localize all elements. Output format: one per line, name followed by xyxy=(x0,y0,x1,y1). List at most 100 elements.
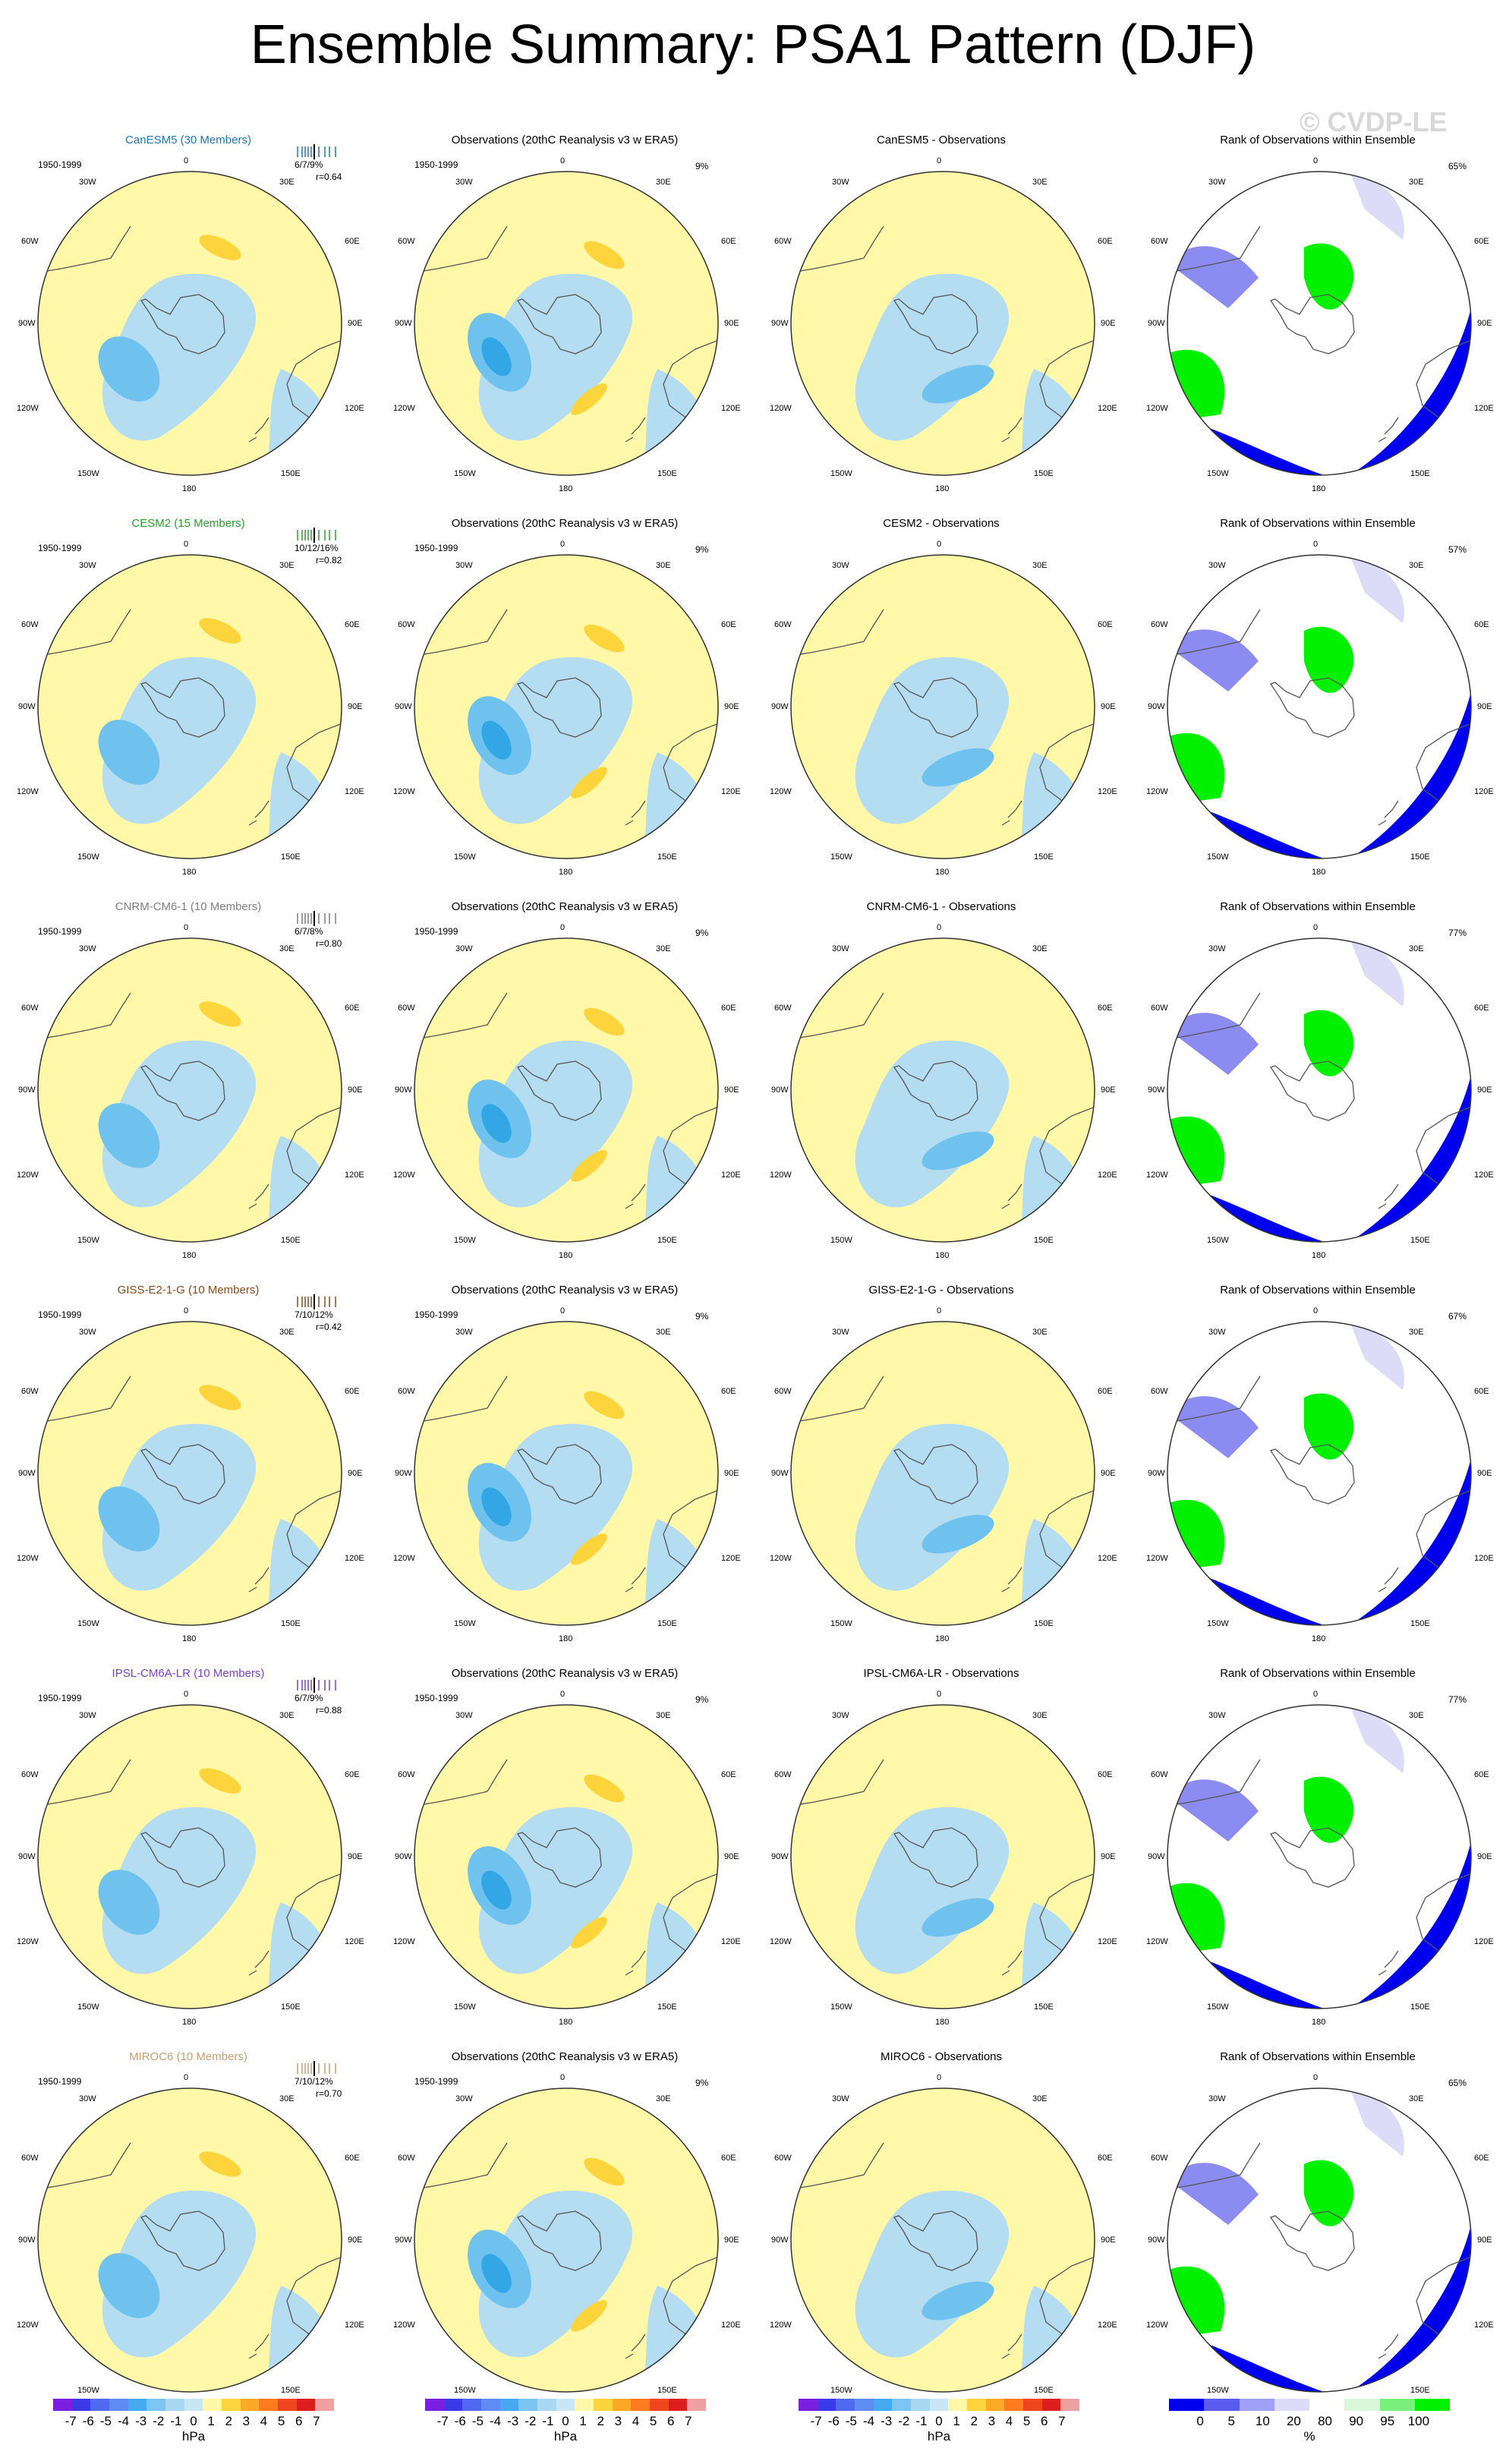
longitude-label-r3: 120E xyxy=(345,2321,364,2330)
period-label: 1950-1999 xyxy=(38,2076,82,2087)
rank-percent: 65% xyxy=(1448,2078,1467,2088)
longitude-label-br: 150E xyxy=(1034,1236,1054,1245)
panel-rank-row-5: Rank of Observations within Ensemble 77% 0… xyxy=(1130,1647,1506,2030)
longitude-label-l3: 120W xyxy=(770,1554,792,1563)
australia-coastline xyxy=(663,1871,718,1953)
map-boundary xyxy=(1167,1321,1472,1626)
high-pressure-center xyxy=(584,624,625,653)
map-boundary xyxy=(414,171,719,476)
new-zealand-coastline xyxy=(1001,1183,1022,1209)
longitude-label-r3: 120E xyxy=(721,1554,741,1563)
longitude-label-bl: 150W xyxy=(830,1236,852,1245)
longitude-label-r2: 90E xyxy=(1477,702,1492,711)
new-zealand-coastline xyxy=(1001,1567,1022,1593)
longitude-label-tl: 30W xyxy=(79,944,96,953)
south-america-coastline xyxy=(791,225,884,274)
longitude-label-br: 150E xyxy=(1410,1619,1430,1628)
longitude-label-br: 150E xyxy=(281,469,301,478)
longitude-label-tr: 30E xyxy=(1032,178,1048,187)
longitude-label-top: 0 xyxy=(1313,2073,1319,2082)
rank-mid-region xyxy=(1167,629,1259,692)
longitude-label-l2: 90W xyxy=(18,319,36,328)
longitude-label-top: 0 xyxy=(1313,1690,1319,1699)
colorbar-tick-label: 3 xyxy=(988,2414,996,2428)
longitude-label-l2: 90W xyxy=(771,319,789,328)
south-america-coastline xyxy=(791,2142,884,2191)
australia-coastline xyxy=(286,2254,342,2336)
antarctica-coastline xyxy=(516,1060,602,1121)
longitude-label-tr: 30E xyxy=(279,2094,295,2103)
australia-coastline xyxy=(1416,1104,1471,1186)
colorbar-swatch xyxy=(240,2399,260,2411)
longitude-label-l1: 60W xyxy=(1151,620,1168,629)
longitude-label-l1: 60W xyxy=(21,237,39,246)
longitude-label-tr: 30E xyxy=(656,1711,671,1720)
diff-map xyxy=(790,2087,1095,2393)
rank-green-region xyxy=(1304,1010,1354,1076)
new-zealand-coastline xyxy=(248,2333,269,2359)
low-pressure-core xyxy=(481,1487,512,1527)
longitude-label-br: 150E xyxy=(1410,1236,1430,1245)
longitude-label-tr: 30E xyxy=(1032,561,1048,570)
high-pressure-center xyxy=(584,1774,625,1803)
longitude-label-r3: 120E xyxy=(345,1937,364,1946)
new-zealand-coastline xyxy=(625,2333,646,2359)
longitude-label-l1: 60W xyxy=(774,620,792,629)
rank-green-region xyxy=(1304,243,1354,310)
colorbar-tick-label: 10 xyxy=(1255,2414,1270,2428)
ensemble-pct-stats: 10/12/16% xyxy=(295,543,339,553)
longitude-label-l1: 60W xyxy=(21,1004,39,1013)
new-zealand-coastline xyxy=(1378,2333,1399,2359)
rank-light-region xyxy=(1350,1705,1404,1773)
longitude-label-tl: 30W xyxy=(832,1328,849,1337)
south-america-coastline xyxy=(1167,2142,1261,2191)
longitude-label-l1: 60W xyxy=(1151,1004,1168,1013)
panel-diff-row-2: CESM2 - Observations 0 30E 30W 60E 60W 90E 90W 1… xyxy=(753,497,1130,880)
south-america-coastline xyxy=(791,609,884,657)
longitude-label-top: 0 xyxy=(560,1690,566,1699)
australia-coastline xyxy=(286,1104,342,1186)
new-zealand-coastline xyxy=(625,1183,646,1209)
longitude-label-bl: 150W xyxy=(1207,2002,1229,2012)
antarctica-coastline xyxy=(1269,1060,1355,1121)
high-pressure-center xyxy=(199,1768,241,1794)
panel-rank-row-6: Rank of Observations within Ensemble 65% 0… xyxy=(1130,2031,1506,2413)
rank-light-region xyxy=(1350,555,1404,623)
negative-anomaly-region xyxy=(855,657,1010,824)
colorbar-tick-label: 6 xyxy=(667,2414,675,2428)
colorbar-tick-label: -2 xyxy=(525,2414,537,2428)
colorbar-swatch xyxy=(612,2399,632,2411)
new-zealand-coastline xyxy=(625,1950,646,1976)
longitude-label-br: 150E xyxy=(1034,852,1054,862)
colorbar-swatch xyxy=(1414,2399,1450,2411)
map-boundary xyxy=(37,937,342,1243)
longitude-label-l3: 120W xyxy=(393,1937,415,1946)
longitude-label-br: 150E xyxy=(281,1236,301,1245)
longitude-label-l3: 120W xyxy=(393,787,415,796)
longitude-label-r2: 90E xyxy=(724,702,739,711)
ensemble-pct-stats: 6/7/9% xyxy=(295,1693,323,1703)
longitude-label-bl: 150W xyxy=(454,2002,476,2012)
longitude-label-top: 0 xyxy=(184,1690,189,1699)
variance-explained: 9% xyxy=(695,1311,709,1322)
australia-coastline xyxy=(1416,1871,1471,1953)
colorbar-tick-label: -1 xyxy=(915,2414,928,2428)
longitude-label-l3: 120W xyxy=(17,1937,39,1946)
diff-panel-title: CESM2 - Observations xyxy=(883,517,1000,530)
longitude-label-tl: 30W xyxy=(1208,2094,1226,2103)
longitude-label-r2: 90E xyxy=(724,1085,739,1095)
south-america-coastline xyxy=(414,2142,508,2191)
colorbar-3: -7 -6 -5 -4 -3 -2 -1 0 1 2 3 4 5 6 7 hPa xyxy=(799,2399,1079,2452)
rank-panel-title: Rank of Observations within Ensemble xyxy=(1220,134,1416,147)
colorbar-tick-label: 4 xyxy=(632,2414,640,2428)
longitude-label-l2: 90W xyxy=(395,702,412,711)
ensemble-pct-stats: 6/7/9% xyxy=(295,159,323,170)
longitude-label-l3: 120W xyxy=(393,1171,415,1180)
longitude-label-br: 150E xyxy=(657,1236,677,1245)
colorbar-swatch xyxy=(1023,2399,1042,2411)
australia-coastline xyxy=(1039,2254,1095,2336)
longitude-label-l3: 120W xyxy=(770,404,792,413)
period-label: 1950-1999 xyxy=(38,1693,82,1703)
new-zealand-coastline xyxy=(248,1183,269,1209)
rank-light-region xyxy=(1350,172,1404,240)
